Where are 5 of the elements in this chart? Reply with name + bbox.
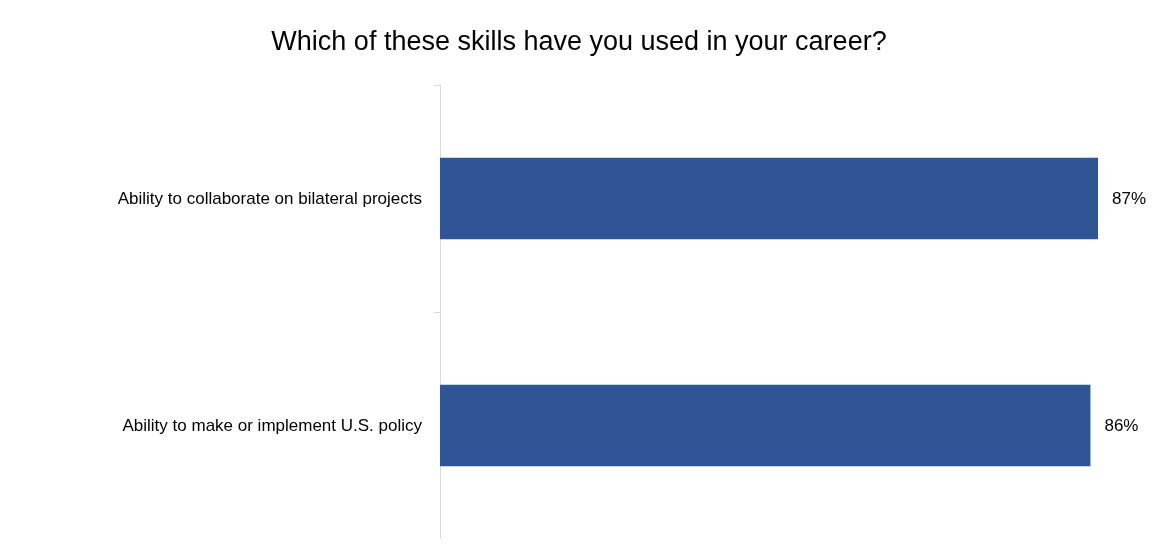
data-label: 86% [1104,416,1139,435]
chart-title: Which of these skills have you used in your career? [271,25,887,56]
y-tick-label: Ability to collaborate on bilateral projects [117,189,422,208]
y-tick-label: Ability to make or implement U.S. policy [122,416,423,435]
data-label: 87% [1112,189,1147,208]
